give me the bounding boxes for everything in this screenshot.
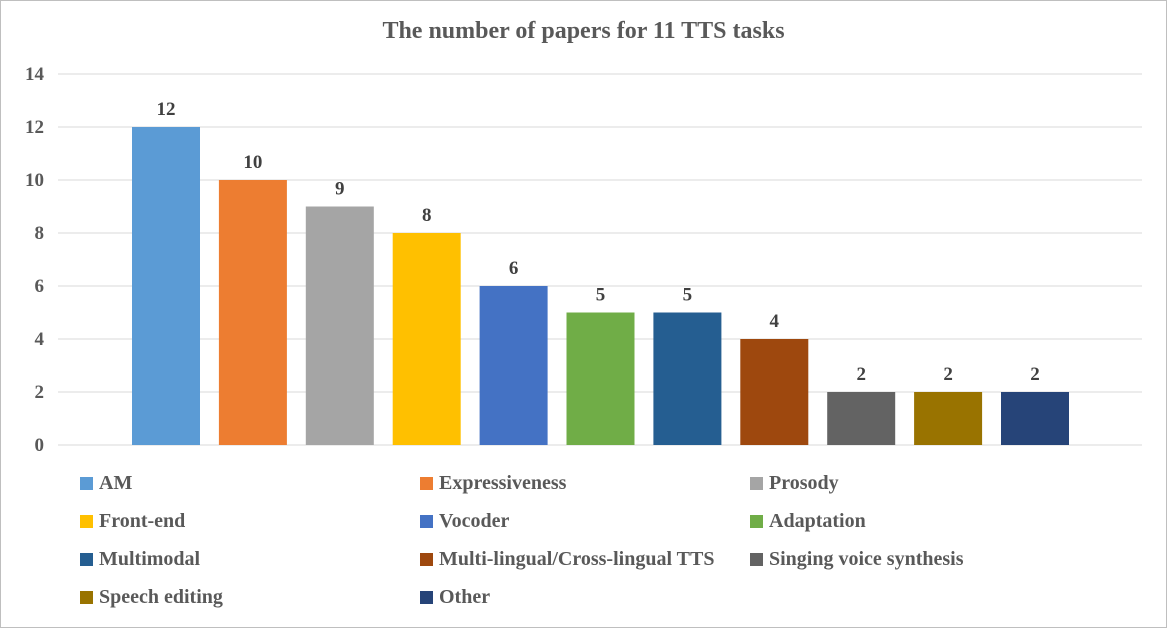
bar-10 xyxy=(914,392,983,445)
legend-swatch xyxy=(750,515,763,528)
legend-item: Vocoder xyxy=(420,510,750,533)
bar-4 xyxy=(392,233,461,445)
legend-label: Singing voice synthesis xyxy=(769,548,964,570)
legend-item: Multi-lingual/Cross-lingual TTS xyxy=(420,548,750,571)
legend-label: Multi-lingual/Cross-lingual TTS xyxy=(439,548,715,570)
data-label: 12 xyxy=(157,99,176,120)
legend-swatch xyxy=(80,591,93,604)
legend-label: Multimodal xyxy=(99,548,201,570)
legend-swatch xyxy=(750,477,763,490)
bar-2 xyxy=(218,180,287,445)
data-label: 4 xyxy=(770,311,780,332)
y-tick-label: 4 xyxy=(35,329,45,350)
data-label: 8 xyxy=(422,205,432,226)
y-tick-label: 2 xyxy=(35,382,45,403)
legend-item: Singing voice synthesis xyxy=(750,548,1140,571)
data-label: 2 xyxy=(943,364,953,385)
legend-label: AM xyxy=(99,472,133,494)
y-tick-label: 10 xyxy=(25,170,44,191)
legend-swatch xyxy=(420,515,433,528)
chart-legend: AM Expressiveness Prosody Front-end Vocoder A… xyxy=(80,472,1140,609)
bar-3 xyxy=(305,206,374,445)
legend-item: Other xyxy=(420,586,750,609)
legend-label: Expressiveness xyxy=(439,472,567,494)
bar-8 xyxy=(740,339,809,445)
legend-label: Front-end xyxy=(99,510,186,532)
y-tick-label: 0 xyxy=(35,435,45,456)
bar-5 xyxy=(479,286,548,445)
legend-swatch xyxy=(420,591,433,604)
legend-item: Expressiveness xyxy=(420,472,750,495)
legend-swatch xyxy=(80,553,93,566)
data-label: 5 xyxy=(596,285,606,306)
legend-item: Speech editing xyxy=(80,586,420,609)
y-tick-label: 6 xyxy=(35,276,45,297)
data-label: 10 xyxy=(243,152,262,173)
chart-title: The number of papers for 11 TTS tasks xyxy=(382,18,785,44)
legend-swatch xyxy=(420,553,433,566)
y-tick-label: 12 xyxy=(25,117,44,138)
legend-item: Adaptation xyxy=(750,510,1140,533)
legend-swatch xyxy=(80,515,93,528)
legend-item: AM xyxy=(80,472,420,495)
legend-swatch xyxy=(420,477,433,490)
y-tick-label: 8 xyxy=(35,223,45,244)
bar-6 xyxy=(566,312,635,445)
data-label: 5 xyxy=(683,285,693,306)
legend-label: Prosody xyxy=(769,472,839,494)
data-label: 2 xyxy=(856,364,866,385)
legend-swatch xyxy=(80,477,93,490)
data-label: 6 xyxy=(509,258,519,279)
legend-item: Front-end xyxy=(80,510,420,533)
bar-11 xyxy=(1001,392,1069,445)
bar-7 xyxy=(653,312,722,445)
legend-item: Prosody xyxy=(750,472,1140,495)
legend-label: Adaptation xyxy=(769,510,866,532)
legend-label: Speech editing xyxy=(99,586,223,608)
legend-label: Vocoder xyxy=(439,510,510,532)
data-label: 2 xyxy=(1030,364,1040,385)
legend-label: Other xyxy=(439,586,491,608)
legend-swatch xyxy=(750,553,763,566)
y-tick-label: 14 xyxy=(25,64,45,85)
bar-1 xyxy=(132,127,200,445)
legend-item: Multimodal xyxy=(80,548,420,571)
data-label: 9 xyxy=(335,179,345,200)
bar-chart-plot: 0 2 4 6 8 10 12 14 12 10 9 8 6 5 5 4 2 2 2 xyxy=(25,64,1142,456)
bar-9 xyxy=(827,392,896,445)
